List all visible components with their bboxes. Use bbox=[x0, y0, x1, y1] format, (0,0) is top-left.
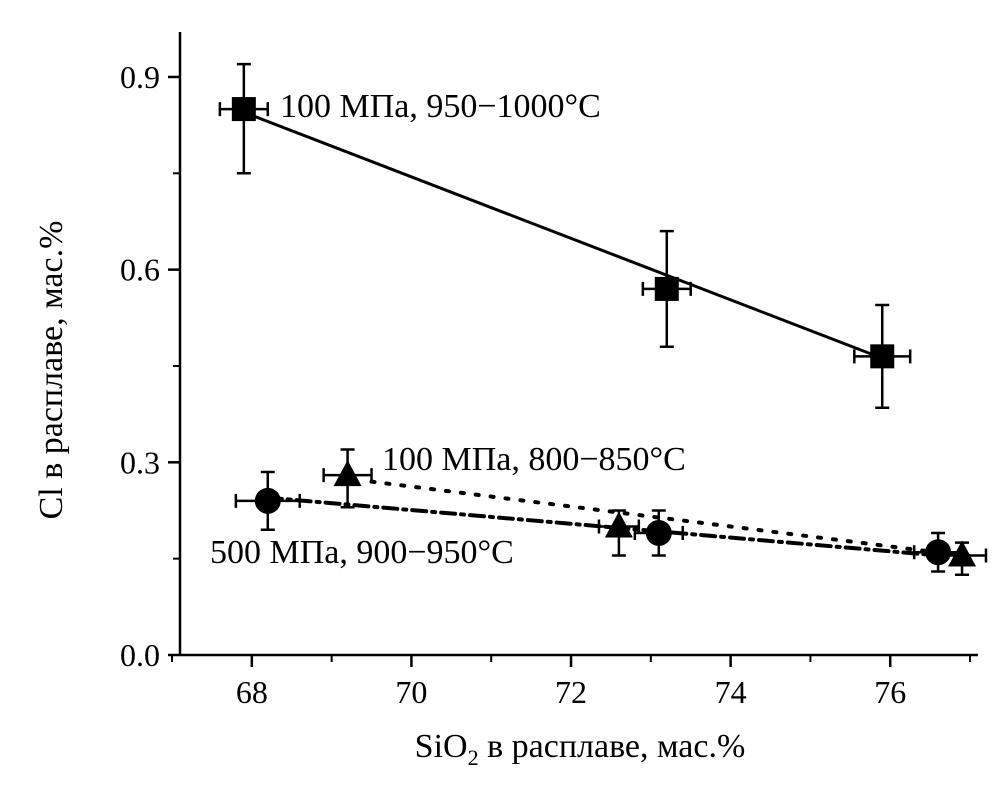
square-marker bbox=[870, 344, 895, 369]
data-point-triangle bbox=[322, 448, 373, 509]
circle-marker bbox=[254, 487, 281, 514]
fit-line-circle bbox=[265, 495, 941, 558]
fit-lines bbox=[242, 110, 965, 558]
x-tick-label: 68 bbox=[236, 674, 268, 710]
x-tick-label: 72 bbox=[555, 674, 587, 710]
triangle-marker bbox=[604, 511, 633, 538]
y-tick-label: 0.3 bbox=[120, 444, 160, 480]
y-axis-label: Cl в расплаве, мас.% bbox=[33, 221, 70, 520]
data-point-circle bbox=[633, 509, 684, 557]
fit-line-square bbox=[242, 110, 884, 360]
y-tick-label: 0.0 bbox=[120, 637, 160, 673]
series-label-triangles: 100 МПа, 800−850°C bbox=[382, 441, 686, 478]
square-marker bbox=[654, 276, 679, 301]
data-point-circle bbox=[234, 470, 301, 532]
x-tick-label: 74 bbox=[715, 674, 747, 710]
triangle-marker bbox=[333, 460, 362, 487]
x-tick-label: 70 bbox=[395, 674, 427, 710]
fit-line-triangle bbox=[369, 479, 965, 558]
data-point-triangle bbox=[597, 509, 641, 557]
square-marker bbox=[231, 97, 256, 122]
x-axis-label-rest: в расплаве, мас.% bbox=[479, 728, 746, 765]
axes: 68 70 72 74 76 0.0 0.3 0.6 0.9 bbox=[120, 32, 978, 710]
series-label-circles: 500 МПа, 900−950°C bbox=[210, 534, 514, 571]
data-points bbox=[218, 62, 988, 576]
x-tick-label: 76 bbox=[874, 674, 906, 710]
y-tick-label: 0.6 bbox=[120, 252, 160, 288]
data-point-circle bbox=[912, 531, 964, 573]
y-tick-label: 0.9 bbox=[120, 59, 160, 95]
data-point-square bbox=[853, 303, 912, 409]
circle-marker bbox=[645, 519, 672, 546]
series-label-squares: 100 МПа, 950−1000°C bbox=[280, 88, 601, 125]
x-axis-label-main: SiO bbox=[415, 728, 468, 765]
data-point-square bbox=[218, 62, 270, 175]
x-axis-label-subscript: 2 bbox=[468, 745, 479, 770]
data-point-square bbox=[641, 229, 692, 348]
x-axis-label: SiO2 в расплаве, мас.% bbox=[415, 728, 746, 770]
circle-marker bbox=[925, 539, 952, 566]
